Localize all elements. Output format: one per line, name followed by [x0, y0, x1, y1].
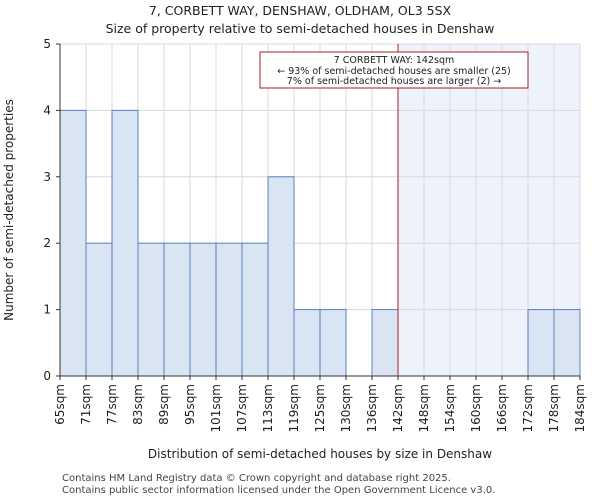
x-tick-label: 130sqm	[339, 384, 353, 432]
y-tick-label: 0	[43, 369, 51, 383]
x-tick-label: 148sqm	[417, 384, 431, 432]
annotation-text: ← 93% of semi-detached houses are smalle…	[277, 66, 511, 77]
x-tick-label: 89sqm	[157, 384, 171, 425]
x-tick-label: 184sqm	[573, 384, 587, 432]
x-tick-label: 136sqm	[365, 384, 379, 432]
x-tick-label: 113sqm	[261, 384, 275, 432]
y-tick-label: 4	[43, 103, 51, 117]
x-tick-label: 172sqm	[521, 384, 535, 432]
x-tick-label: 83sqm	[131, 384, 145, 425]
annotation-text: 7% of semi-detached houses are larger (2…	[287, 76, 501, 87]
x-tick-label: 71sqm	[79, 384, 93, 425]
bar-125sqm	[319, 309, 347, 377]
x-tick-label: 101sqm	[209, 384, 223, 432]
y-tick-label: 2	[43, 236, 51, 250]
x-tick-label: 95sqm	[183, 384, 197, 425]
annotation-text: 7 CORBETT WAY: 142sqm	[334, 55, 455, 66]
x-tick-label: 107sqm	[235, 384, 249, 432]
x-tick-label: 119sqm	[287, 384, 301, 432]
x-tick-label: 125sqm	[313, 384, 327, 432]
y-tick-label: 3	[43, 170, 51, 184]
y-axis-label: Number of semi-detached properties	[2, 99, 16, 321]
bar-172sqm	[527, 309, 555, 377]
x-tick-label: 142sqm	[391, 384, 405, 432]
x-tick-label: 77sqm	[105, 384, 119, 425]
x-tick-label: 178sqm	[547, 384, 561, 432]
bar-95sqm	[189, 242, 217, 377]
x-tick-label: 166sqm	[495, 384, 509, 432]
y-tick-label: 1	[43, 303, 51, 317]
x-tick-label: 160sqm	[469, 384, 483, 432]
bar-77sqm	[111, 109, 139, 377]
bar-83sqm	[137, 242, 165, 377]
bar-65sqm	[59, 109, 87, 377]
y-tick-label: 5	[43, 37, 51, 51]
annotation-box	[259, 51, 529, 89]
footer-line-1: Contains HM Land Registry data © Crown c…	[62, 473, 451, 484]
chart-title: 7, CORBETT WAY, DENSHAW, OLDHAM, OL3 5SX	[148, 3, 452, 18]
bar-178sqm	[553, 309, 581, 377]
bar-71sqm	[85, 242, 113, 377]
bar-119sqm	[293, 309, 321, 377]
footer-line-2: Contains public sector information licen…	[62, 485, 496, 496]
bar-136sqm	[371, 309, 399, 377]
bar-107sqm	[241, 242, 269, 377]
x-axis-label: Distribution of semi-detached houses by …	[148, 447, 492, 461]
chart-subtitle: Size of property relative to semi-detach…	[105, 21, 495, 36]
bar-101sqm	[215, 242, 243, 377]
x-tick-label: 65sqm	[53, 384, 67, 425]
bar-113sqm	[267, 176, 295, 377]
bar-89sqm	[163, 242, 191, 377]
x-tick-label: 154sqm	[443, 384, 457, 432]
